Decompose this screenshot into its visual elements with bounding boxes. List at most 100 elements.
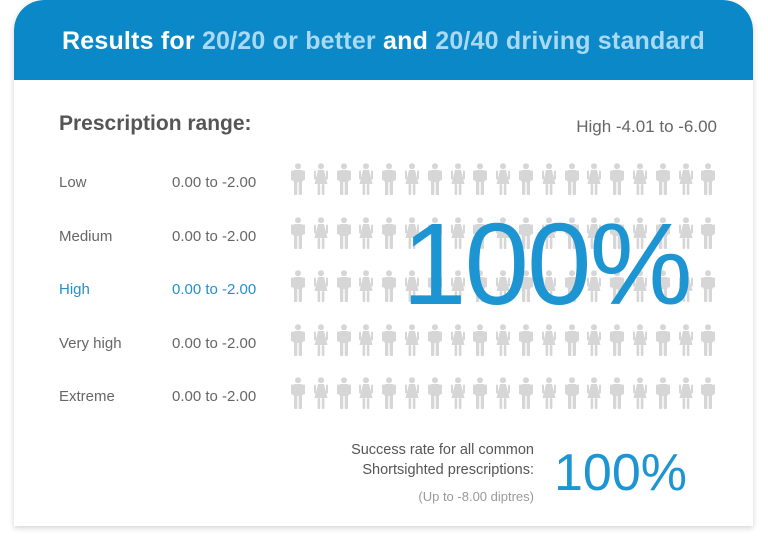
summary-note: (Up to -8.00 diptres) xyxy=(418,489,534,504)
range-value: 0.00 to -2.00 xyxy=(172,281,257,298)
male-person-icon xyxy=(336,163,351,195)
male-person-icon xyxy=(701,323,716,356)
result-percentage: 100% xyxy=(402,199,693,329)
male-person-icon xyxy=(701,163,716,195)
male-person-icon xyxy=(564,323,579,356)
male-person-icon xyxy=(701,377,716,409)
range-name: Medium xyxy=(59,228,113,245)
male-person-icon xyxy=(564,377,579,409)
male-person-icon xyxy=(610,270,625,302)
male-person-icon xyxy=(291,163,305,195)
male-person-icon xyxy=(519,163,533,195)
female-person-icon xyxy=(313,270,328,302)
male-person-icon xyxy=(291,377,305,409)
male-person-icon xyxy=(564,163,579,195)
header-prefix: Results for xyxy=(62,27,195,55)
female-person-icon xyxy=(405,163,419,195)
prescription-title: Prescription range: xyxy=(59,112,252,135)
male-person-icon xyxy=(291,270,305,302)
male-person-icon xyxy=(564,216,579,249)
male-person-icon xyxy=(564,270,579,302)
summary-line-2: Shortsighted prescriptions: xyxy=(362,462,534,478)
male-person-icon xyxy=(655,377,670,409)
female-person-icon xyxy=(359,216,374,249)
female-person-icon xyxy=(450,163,465,195)
results-card: Results for 20/20 or better and 20/40 dr… xyxy=(14,0,753,526)
female-person-icon xyxy=(633,377,647,409)
female-person-icon xyxy=(405,377,419,409)
male-person-icon xyxy=(336,216,351,249)
header-banner: Results for 20/20 or better and 20/40 dr… xyxy=(14,0,753,80)
female-person-icon xyxy=(541,163,556,195)
male-person-icon xyxy=(519,216,533,249)
female-person-icon xyxy=(405,323,419,356)
female-person-icon xyxy=(496,270,511,302)
female-person-icon xyxy=(541,216,556,249)
summary-line-1: Success rate for all common xyxy=(351,442,534,458)
female-person-icon xyxy=(496,163,511,195)
male-person-icon xyxy=(655,163,670,195)
male-person-icon xyxy=(382,323,397,356)
female-person-icon xyxy=(496,216,511,249)
male-person-icon xyxy=(336,323,351,356)
male-person-icon xyxy=(473,216,488,249)
female-person-icon xyxy=(678,270,693,302)
female-person-icon xyxy=(496,377,511,409)
female-person-icon xyxy=(633,216,647,249)
female-person-icon xyxy=(359,163,374,195)
male-person-icon xyxy=(473,377,488,409)
female-person-icon xyxy=(450,270,465,302)
male-person-icon xyxy=(336,270,351,302)
range-name: Extreme xyxy=(59,388,115,405)
male-person-icon xyxy=(655,270,670,302)
female-person-icon xyxy=(541,270,556,302)
range-name: High xyxy=(59,281,90,298)
female-person-icon xyxy=(587,163,602,195)
male-person-icon xyxy=(382,377,397,409)
female-person-icon xyxy=(359,270,374,302)
male-person-icon xyxy=(473,323,488,356)
female-person-icon xyxy=(450,377,465,409)
male-person-icon xyxy=(427,323,442,356)
header-conjunction: and xyxy=(383,27,429,55)
male-person-icon xyxy=(655,216,670,249)
selected-range-readout: High -4.01 to -6.00 xyxy=(576,117,717,136)
male-person-icon xyxy=(291,216,305,249)
male-person-icon xyxy=(473,270,488,302)
female-person-icon xyxy=(496,323,511,356)
female-person-icon xyxy=(541,377,556,409)
range-name: Low xyxy=(59,174,87,191)
female-person-icon xyxy=(587,323,602,356)
range-value: 0.00 to -2.00 xyxy=(172,228,257,245)
male-person-icon xyxy=(427,377,442,409)
female-person-icon xyxy=(587,216,602,249)
header-title: Results for 20/20 or better and 20/40 dr… xyxy=(14,27,753,56)
male-person-icon xyxy=(427,270,442,302)
male-person-icon xyxy=(519,270,533,302)
male-person-icon xyxy=(610,216,625,249)
people-icon-grid xyxy=(291,163,721,423)
male-person-icon xyxy=(610,323,625,356)
range-name: Very high xyxy=(59,335,122,352)
male-person-icon xyxy=(610,163,625,195)
header-standard-1: 20/20 or better xyxy=(201,27,376,55)
range-value: 0.00 to -2.00 xyxy=(172,335,257,352)
female-person-icon xyxy=(450,323,465,356)
female-person-icon xyxy=(633,270,647,302)
male-person-icon xyxy=(382,270,397,302)
female-person-icon xyxy=(405,216,419,249)
female-person-icon xyxy=(450,216,465,249)
male-person-icon xyxy=(701,270,716,302)
summary-percentage: 100% xyxy=(554,444,687,502)
female-person-icon xyxy=(359,323,374,356)
female-person-icon xyxy=(678,323,693,356)
female-person-icon xyxy=(313,216,328,249)
female-person-icon xyxy=(678,163,693,195)
range-value: 0.00 to -2.00 xyxy=(172,388,257,405)
female-person-icon xyxy=(359,377,374,409)
male-person-icon xyxy=(382,216,397,249)
male-person-icon xyxy=(291,323,305,356)
female-person-icon xyxy=(678,377,693,409)
male-person-icon xyxy=(427,163,442,195)
female-person-icon xyxy=(678,216,693,249)
